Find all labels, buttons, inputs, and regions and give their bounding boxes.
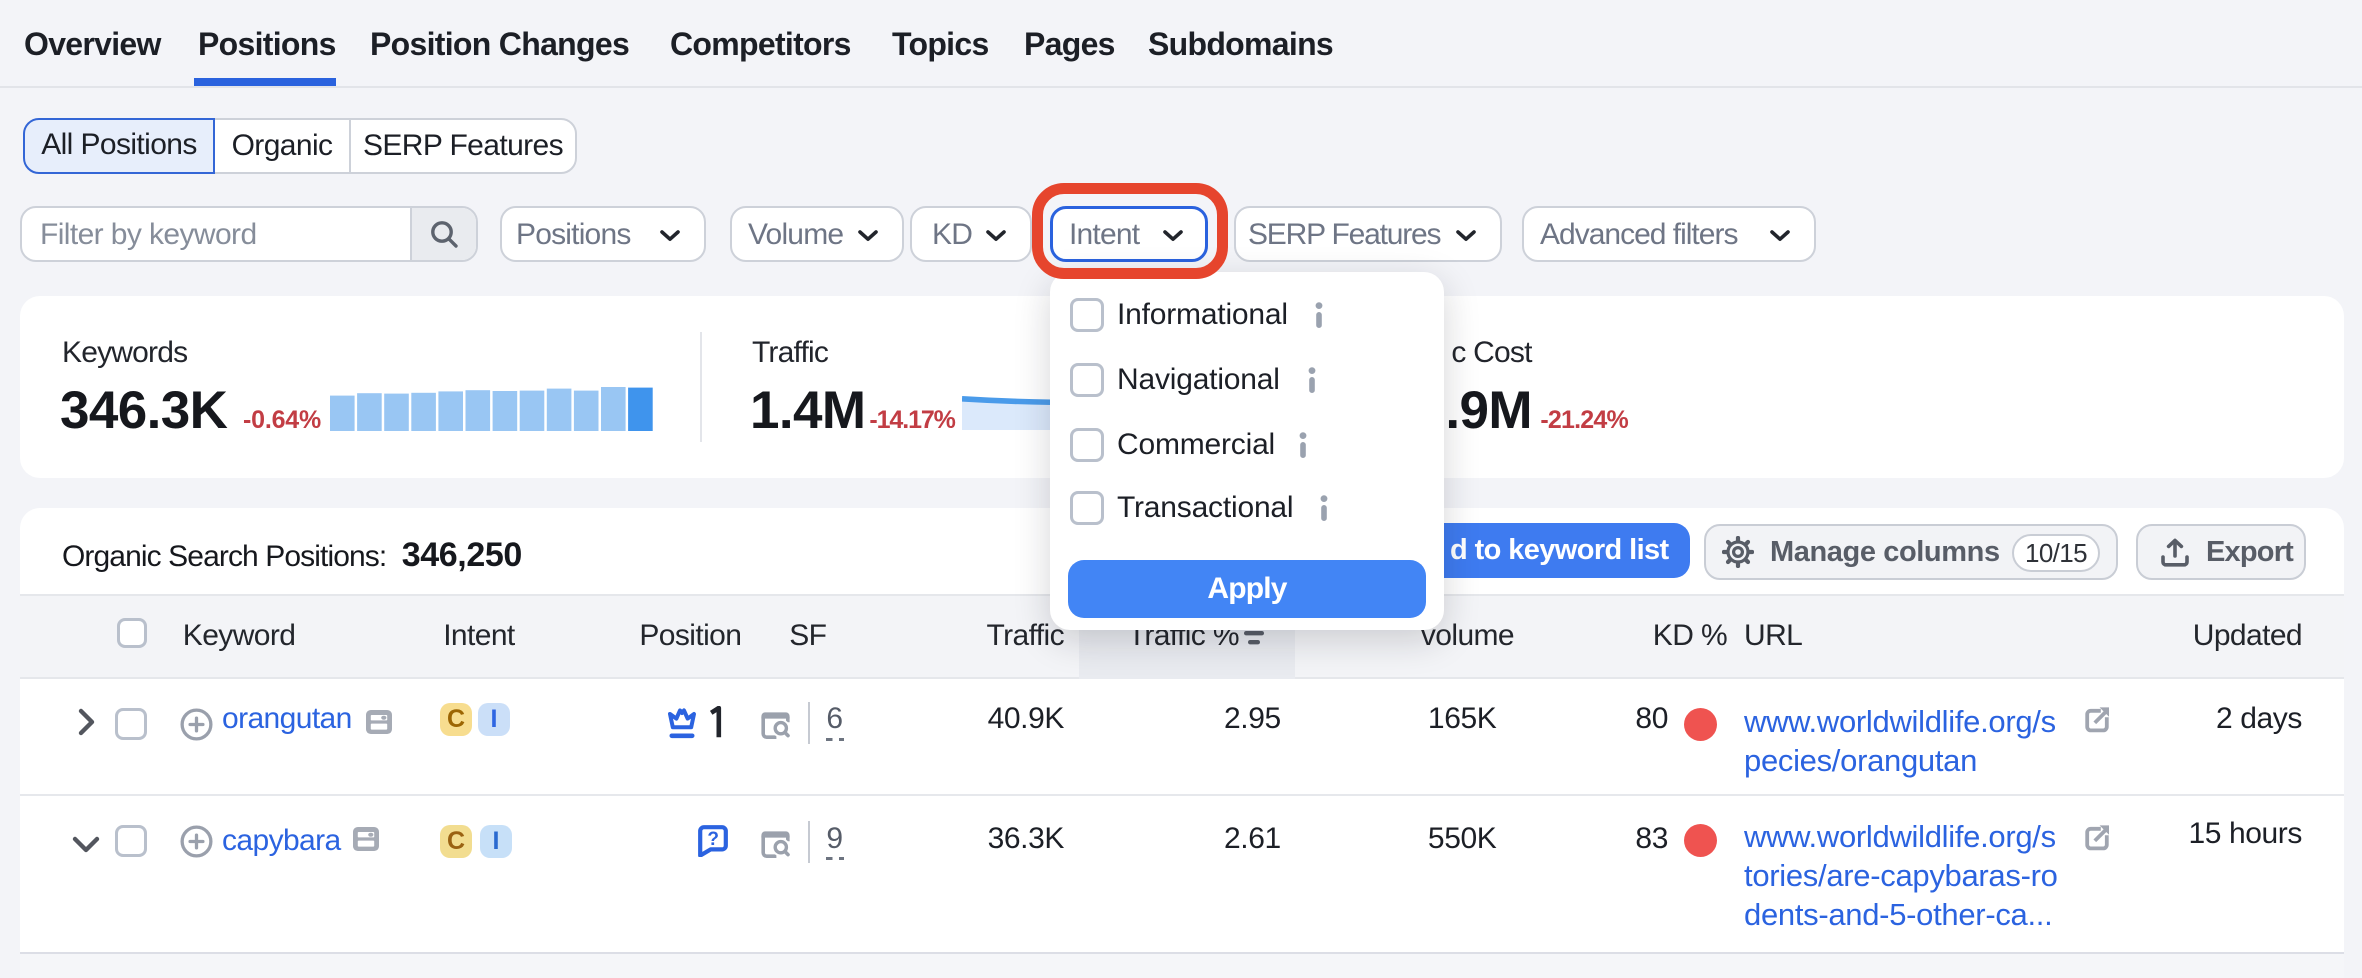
svg-text:?: ? [707, 829, 719, 850]
